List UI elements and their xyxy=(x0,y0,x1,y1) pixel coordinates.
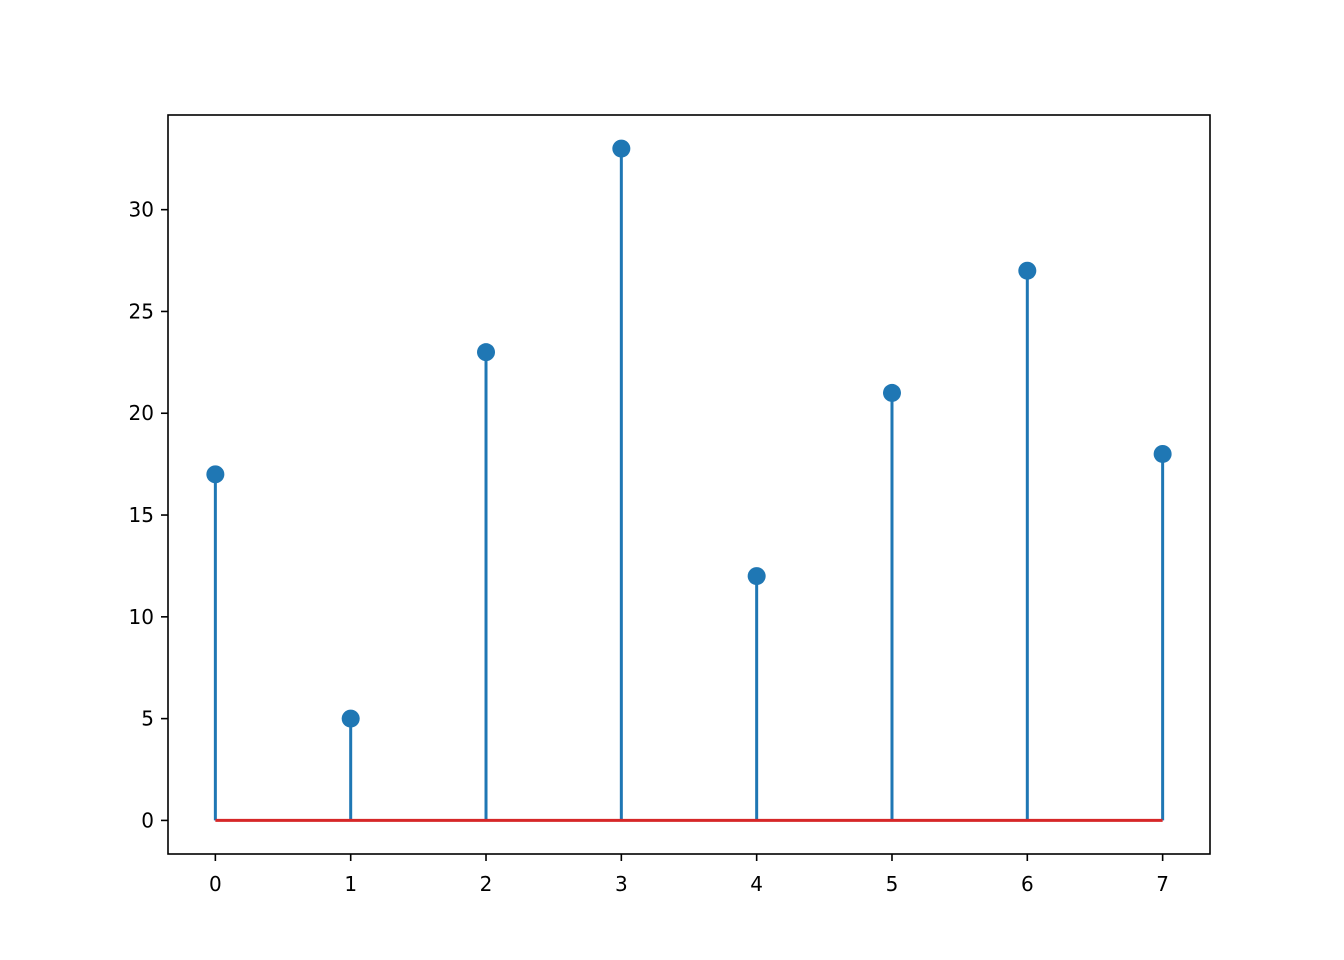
x-tick-label: 7 xyxy=(1156,872,1169,896)
y-tick-label: 30 xyxy=(129,198,154,222)
stem-marker xyxy=(477,343,496,362)
x-tick-label: 1 xyxy=(344,872,357,896)
y-tick-label: 25 xyxy=(129,299,154,323)
y-tick-label: 10 xyxy=(129,605,154,629)
x-tick-label: 4 xyxy=(750,872,763,896)
x-tick-label: 5 xyxy=(886,872,899,896)
x-tick-label: 0 xyxy=(209,872,222,896)
y-tick-label: 15 xyxy=(129,503,154,527)
stem-marker xyxy=(341,709,360,728)
stem-marker xyxy=(747,567,766,586)
stem-marker xyxy=(882,383,901,402)
y-tick-label: 0 xyxy=(141,808,154,832)
stem-marker xyxy=(1153,444,1172,463)
axes-frame xyxy=(167,114,1211,855)
stem-marker xyxy=(206,465,225,484)
x-tick-label: 2 xyxy=(480,872,493,896)
stem-marker xyxy=(1018,261,1037,280)
y-tick-label: 5 xyxy=(141,707,154,731)
stem-marker xyxy=(612,139,631,158)
y-tick-label: 20 xyxy=(129,401,154,425)
x-tick-label: 3 xyxy=(615,872,628,896)
x-tick-label: 6 xyxy=(1021,872,1034,896)
